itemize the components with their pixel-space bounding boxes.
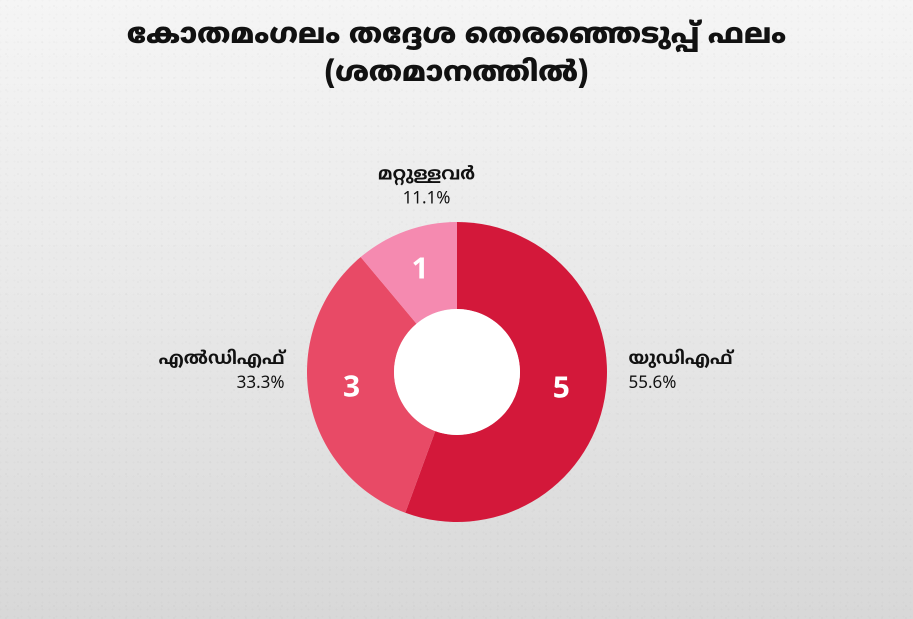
slice-name-1: എൽഡിഎഫ്	[159, 349, 285, 371]
slice-percent-1: 33.3%	[159, 373, 285, 395]
slice-name-0: യുഡിഎഫ്	[629, 349, 733, 371]
slice-percent-2: 11.1%	[378, 188, 475, 210]
chart-title: കോതമംഗലം തദ്ദേശ തെരഞ്ഞെടുപ്പ് ഫലം (ശതമാന…	[127, 18, 786, 94]
slice-ext-label-2: മറ്റുള്ളവർ11.1%	[378, 164, 475, 210]
slice-ext-label-1: എൽഡിഎഫ്33.3%	[159, 349, 285, 395]
slice-name-2: മറ്റുള്ളവർ	[378, 164, 475, 186]
title-line-1: കോതമംഗലം തദ്ദേശ തെരഞ്ഞെടുപ്പ് ഫലം	[127, 18, 786, 56]
slice-ext-label-0: യുഡിഎഫ്55.6%	[629, 349, 733, 395]
slice-percent-0: 55.6%	[629, 373, 733, 395]
donut-chart: 5യുഡിഎഫ്55.6%3എൽഡിഎഫ്33.3%1മറ്റുള്ളവർ11.…	[307, 222, 607, 522]
donut-hole	[394, 309, 520, 435]
chart-container: കോതമംഗലം തദ്ദേശ തെരഞ്ഞെടുപ്പ് ഫലം (ശതമാന…	[0, 0, 913, 619]
chart-area: 5യുഡിഎഫ്55.6%3എൽഡിഎഫ്33.3%1മറ്റുള്ളവർ11.…	[0, 94, 913, 619]
title-line-2: (ശതമാനത്തിൽ)	[127, 56, 786, 94]
